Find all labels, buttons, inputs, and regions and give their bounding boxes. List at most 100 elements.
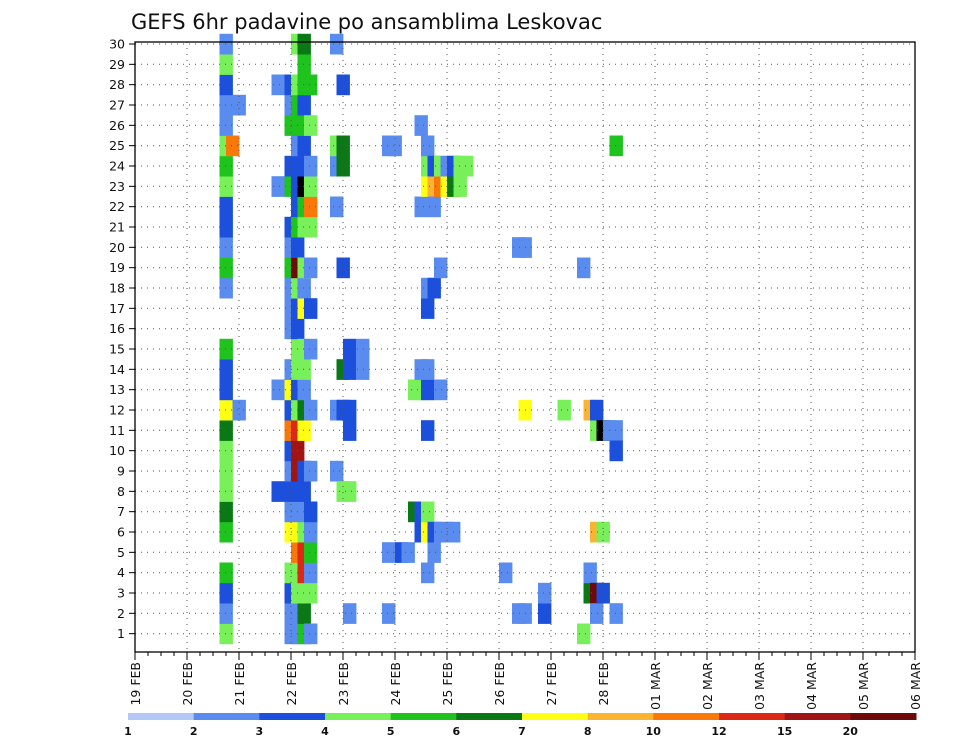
precip-cell [304, 155, 318, 177]
x-tick-label: 06 MAR [908, 662, 923, 710]
x-tick-label: 02 MAR [700, 662, 715, 710]
colorbar-swatch [653, 713, 720, 720]
precip-cell [388, 135, 402, 157]
precip-cell [219, 54, 233, 75]
chart-title: GEFS 6hr padavine po ansamblima Leskovac [131, 10, 602, 34]
precip-cell [590, 603, 604, 624]
precip-cell [557, 399, 571, 421]
x-tick-label: 27 FEB [544, 662, 559, 706]
y-tick-label: 20 [109, 240, 125, 255]
precip-cell [330, 196, 344, 218]
precip-cell [304, 196, 318, 218]
precip-cell [226, 135, 240, 157]
precip-cell [427, 196, 441, 218]
y-tick-label: 18 [109, 281, 125, 296]
precip-cell [297, 54, 311, 75]
precip-cell [421, 562, 435, 584]
y-tick-label: 6 [117, 525, 125, 540]
y-tick-label: 7 [117, 504, 125, 519]
y-tick-label: 17 [109, 301, 125, 316]
precip-cell [421, 298, 435, 319]
y-tick-label: 3 [117, 586, 125, 601]
x-tick-label: 01 MAR [648, 662, 663, 710]
y-tick-label: 1 [117, 626, 125, 641]
colorbar-swatch [784, 713, 851, 720]
precip-cell [304, 257, 318, 279]
precip-cell [434, 379, 448, 401]
precip-cell [343, 603, 357, 624]
colorbar: 1 2 3 4 5 6 7 8 10 12 15 20 [124, 713, 917, 738]
precip-cell [421, 379, 435, 401]
precip-cell [271, 74, 285, 96]
precip-cell [219, 603, 233, 624]
precip-cell [219, 399, 233, 421]
precip-cell [401, 542, 415, 563]
x-tick-label: 19 FEB [128, 662, 143, 706]
x-tick-label: 22 FEB [284, 662, 299, 706]
precip-cell [330, 33, 344, 55]
x-tick-label: 20 FEB [180, 662, 195, 706]
precip-cell [219, 582, 233, 604]
precip-cell [219, 379, 233, 401]
precip-cell [219, 277, 233, 299]
precip-cell [304, 582, 318, 604]
y-tick-label: 15 [109, 342, 125, 357]
precip-cell [421, 135, 435, 157]
precip-cell [219, 115, 233, 136]
precip-cell [219, 257, 233, 279]
precip-cell [232, 94, 246, 116]
precip-cell [219, 440, 233, 462]
precip-cell [297, 481, 311, 502]
y-tick-label: 26 [109, 118, 125, 133]
colorbar-label: 10 [646, 725, 662, 738]
colorbar-swatch [587, 713, 654, 720]
precip-cell [304, 115, 318, 136]
precip-cell [609, 135, 623, 157]
y-tick-label: 27 [109, 98, 125, 113]
precip-cell [304, 542, 318, 563]
precip-cell [336, 155, 350, 177]
precip-cell [343, 420, 357, 441]
precip-cell [219, 623, 233, 645]
precip-cell [343, 338, 357, 360]
precip-cell [219, 481, 233, 502]
y-tick-label: 16 [109, 321, 125, 336]
precip-cell [427, 542, 441, 563]
colorbar-swatch [850, 713, 917, 720]
precip-cell [304, 562, 318, 584]
precip-cell [219, 74, 233, 96]
colorbar-label: 12 [711, 725, 726, 738]
y-tick-label: 19 [109, 260, 125, 275]
precip-cell [219, 420, 233, 441]
y-tick-label: 23 [109, 179, 125, 194]
precip-cell [271, 379, 285, 401]
precip-cell [219, 33, 233, 55]
colorbar-label: 8 [584, 725, 592, 738]
precip-cell [609, 420, 623, 441]
colorbar-swatch [259, 713, 326, 720]
precip-cell [219, 521, 233, 543]
colorbar-label: 4 [321, 725, 329, 738]
x-tick-label: 25 FEB [440, 662, 455, 706]
precip-cell [219, 94, 233, 116]
precip-cell [304, 338, 318, 360]
colorbar-swatch [522, 713, 589, 720]
precip-cell [330, 460, 344, 482]
x-tick-label: 24 FEB [388, 662, 403, 706]
colorbar-label: 15 [777, 725, 792, 738]
y-tick-label: 8 [117, 484, 125, 499]
precip-cell [577, 623, 591, 645]
precip-cell [304, 521, 318, 543]
y-tick-label: 9 [117, 464, 125, 479]
colorbar-swatch [456, 713, 523, 720]
precip-cell [304, 399, 318, 421]
colorbar-label: 2 [190, 725, 198, 738]
precip-cell [577, 257, 591, 279]
precip-cell [382, 603, 396, 624]
precip-cell [304, 176, 318, 197]
precip-cell [460, 155, 474, 177]
precip-cell [219, 216, 233, 238]
precip-cell [427, 277, 441, 299]
precip-cell [297, 277, 311, 299]
